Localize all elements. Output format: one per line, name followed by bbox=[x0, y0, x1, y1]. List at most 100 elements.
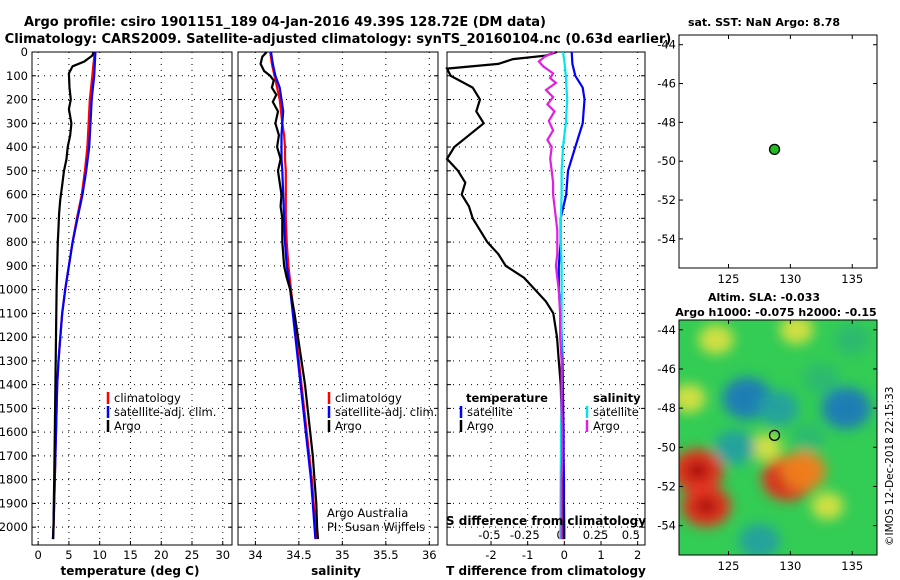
y-tick-label: 1100 bbox=[0, 306, 28, 320]
y-tick-label: 500 bbox=[6, 164, 28, 178]
legend-label-climatology: climatology bbox=[114, 391, 181, 405]
s-tick-label: -0.25 bbox=[510, 528, 540, 542]
x-tick-label: 130 bbox=[779, 272, 801, 286]
x-tick-label: 15 bbox=[123, 548, 138, 562]
temperature-panel: 0 5 10 15 20 25 300100200300400500600700800900… bbox=[0, 45, 233, 578]
difference-xlabel-temperature: T difference from climatology bbox=[446, 564, 646, 578]
y-tick-label: 400 bbox=[6, 140, 28, 154]
x-tick-label: 35 bbox=[335, 548, 350, 562]
x-tick-label: 35.5 bbox=[373, 548, 399, 562]
legend-label-t-argo: Argo bbox=[467, 419, 494, 433]
map-frame bbox=[678, 319, 878, 556]
sla-map: -44 -46 -48 -50 -52 -54 125 130 135 bbox=[657, 319, 878, 573]
legend-title-salinity: salinity bbox=[593, 391, 641, 405]
argo-location-marker bbox=[768, 143, 781, 156]
sla-map-subtitle: Argo h1000: -0.075 h2000: -0.15 bbox=[675, 306, 876, 319]
sla-map-title: Altim. SLA: -0.033 bbox=[708, 291, 820, 304]
sla-blob bbox=[821, 387, 871, 430]
y-tick-label: 900 bbox=[6, 259, 28, 273]
y-tick-label: 200 bbox=[6, 93, 28, 107]
difference-xlabel-salinity: S difference from climatology bbox=[446, 514, 646, 528]
y-tick-label: -50 bbox=[657, 440, 676, 454]
sla-blob-core bbox=[695, 497, 718, 515]
difference-legend-salinity: salinity satellite Argo bbox=[585, 391, 641, 433]
x-tick-label: 1 bbox=[597, 548, 604, 562]
series-line-argo bbox=[52, 51, 95, 540]
map-frame bbox=[678, 34, 878, 269]
temperature-legend: climatology satellite-adj. clim. Argo bbox=[106, 391, 216, 433]
y-tick-label: 300 bbox=[6, 116, 28, 130]
sla-blob bbox=[792, 423, 826, 452]
credit-argo-australia: Argo Australia bbox=[327, 506, 408, 520]
y-tick-label: 2000 bbox=[0, 520, 28, 534]
x-tick-label: 0 bbox=[561, 548, 568, 562]
series-line-salinity-satellite bbox=[559, 51, 569, 540]
x-tick-label: 20 bbox=[154, 548, 169, 562]
sla-blob bbox=[779, 320, 814, 345]
y-tick-label: 1300 bbox=[0, 354, 28, 368]
y-tick-label: 1500 bbox=[0, 401, 28, 415]
x-tick-label: 125 bbox=[718, 559, 740, 573]
x-tick-label: 10 bbox=[92, 548, 107, 562]
x-tick-label: 135 bbox=[841, 272, 863, 286]
legend-title-temperature: temperature bbox=[466, 391, 548, 405]
credit-pi: PI: Susan Wijffels bbox=[327, 520, 425, 534]
sla-blob bbox=[739, 523, 780, 555]
sst-map-title: sat. SST: NaN Argo: 8.78 bbox=[688, 16, 840, 29]
y-tick-label: -46 bbox=[657, 77, 676, 91]
legend-label-climatology: climatology bbox=[335, 391, 402, 405]
x-tick-label: 34.5 bbox=[286, 548, 312, 562]
x-tick-label: 36 bbox=[422, 548, 437, 562]
x-tick-label: 0 bbox=[34, 548, 41, 562]
difference-legend-temperature: temperature satellite Argo bbox=[459, 391, 548, 433]
series-line-climatology bbox=[51, 51, 96, 540]
y-tick-label: 1800 bbox=[0, 473, 28, 487]
x-tick-label: 2 bbox=[634, 548, 641, 562]
y-tick-label: -46 bbox=[657, 362, 676, 376]
y-tick-label: 1900 bbox=[0, 496, 28, 510]
legend-label-t-satellite: satellite bbox=[467, 405, 513, 419]
series-line-argo bbox=[259, 51, 320, 540]
sla-field bbox=[679, 320, 871, 555]
y-tick-label: -48 bbox=[657, 401, 676, 415]
y-tick-label: 1600 bbox=[0, 425, 28, 439]
x-tick-label: 25 bbox=[185, 548, 200, 562]
sla-blob bbox=[811, 492, 844, 520]
series-line-salinity-argo bbox=[537, 51, 564, 540]
y-tick-label: -54 bbox=[657, 519, 676, 533]
sst-map-panel: sat. SST: NaN Argo: 8.78 -44 -46 -48 -50 -52… bbox=[657, 16, 878, 286]
x-tick-label: 34 bbox=[248, 548, 263, 562]
y-tick-label: -48 bbox=[657, 115, 676, 129]
plot-frame bbox=[237, 51, 439, 546]
y-tick-label: -54 bbox=[657, 232, 676, 246]
salinity-plot: 34 34.5 35 35.5 36 bbox=[237, 51, 439, 562]
figure-title-line2: Climatology: CARS2009. Satellite-adjuste… bbox=[5, 32, 672, 47]
sla-map-panel: Altim. SLA: -0.033 Argo h1000: -0.075 h2… bbox=[657, 291, 878, 573]
sla-blob bbox=[834, 324, 870, 355]
argo-location-marker bbox=[768, 429, 781, 441]
legend-label-satellite-adj: satellite-adj. clim. bbox=[335, 405, 437, 419]
sla-blob bbox=[803, 363, 839, 394]
plot-frame bbox=[31, 51, 233, 546]
sla-blob bbox=[779, 451, 826, 491]
sla-blob bbox=[757, 390, 799, 426]
difference-panel: -2 -1 0 1 2-0.5 -0.25 0 0.25 0.5 T difference fr… bbox=[445, 50, 646, 578]
s-tick-label: 0.25 bbox=[583, 528, 609, 542]
sla-blob bbox=[679, 383, 706, 413]
imos-stamp: ©IMOS 12-Dec-2018 22:15:33 bbox=[884, 387, 896, 546]
series-line-temperature-argo bbox=[445, 50, 565, 540]
salinity-xlabel: salinity bbox=[311, 564, 361, 578]
plot-frame bbox=[446, 51, 646, 546]
sla-blob bbox=[698, 324, 734, 355]
x-tick-label: 5 bbox=[65, 548, 72, 562]
temperature-xlabel: temperature (deg C) bbox=[61, 564, 200, 578]
x-tick-label: 130 bbox=[779, 559, 801, 573]
salinity-legend: climatology satellite-adj. clim. Argo bbox=[327, 391, 437, 433]
temperature-plot: 0 5 10 15 20 25 300100200300400500600700800900… bbox=[0, 45, 233, 562]
y-tick-label: 800 bbox=[6, 235, 28, 249]
y-tick-label: -44 bbox=[657, 323, 676, 337]
y-tick-label: 0 bbox=[21, 45, 28, 59]
y-tick-label: -44 bbox=[657, 38, 676, 52]
x-tick-label: -1 bbox=[522, 548, 533, 562]
